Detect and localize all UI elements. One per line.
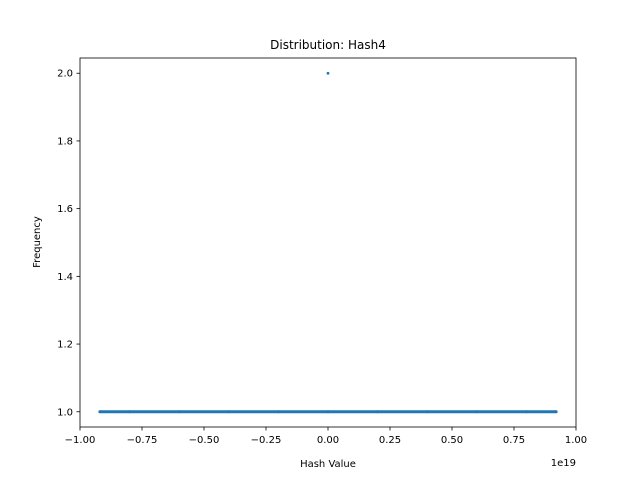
y-tick-label: 1.4 — [57, 272, 73, 283]
x-tick-label: −1.00 — [65, 435, 96, 446]
chart-title: Distribution: Hash4 — [270, 38, 386, 52]
x-tick-label: 1.00 — [565, 435, 587, 446]
x-axis-offset-label: 1e19 — [551, 458, 576, 469]
x-axis-ticks: −1.00 −0.75 −0.50 −0.25 0.00 0.25 0.50 0.75 1.00 — [65, 427, 587, 446]
data-marks — [98, 71, 558, 414]
data-series — [98, 71, 558, 414]
y-tick-label: 1.0 — [57, 407, 73, 418]
data-point — [276, 410, 280, 414]
y-axis-ticks: 1.0 1.2 1.4 1.6 1.8 2.0 — [57, 69, 80, 418]
y-tick-label: 1.8 — [57, 136, 73, 147]
axes-frame — [79, 57, 577, 428]
data-point — [177, 410, 181, 414]
data-point — [425, 410, 429, 414]
x-tick-label: −0.50 — [189, 435, 220, 446]
data-point — [98, 410, 102, 414]
x-tick-label: 0.25 — [379, 435, 401, 446]
data-point — [524, 410, 528, 414]
data-point — [326, 410, 330, 414]
x-tick-label: −0.75 — [127, 435, 158, 446]
plot-area: −1.00 −0.75 −0.50 −0.25 0.00 0.25 0.50 0.75 1.00… — [57, 57, 587, 446]
data-point — [128, 410, 132, 414]
x-axis-label: Hash Value — [300, 459, 356, 470]
x-tick-label: −0.25 — [251, 435, 282, 446]
x-tick-label: 0.75 — [503, 435, 525, 446]
data-point — [227, 410, 231, 414]
data-point — [376, 410, 380, 414]
x-tick-label: 0.00 — [317, 435, 339, 446]
y-tick-label: 1.6 — [57, 204, 73, 215]
y-tick-label: 2.0 — [57, 69, 73, 80]
data-point — [326, 71, 330, 75]
data-point — [554, 410, 558, 414]
data-point — [475, 410, 479, 414]
x-tick-label: 0.50 — [441, 435, 463, 446]
y-axis-label: Frequency — [32, 216, 43, 268]
y-tick-label: 1.2 — [57, 340, 73, 351]
